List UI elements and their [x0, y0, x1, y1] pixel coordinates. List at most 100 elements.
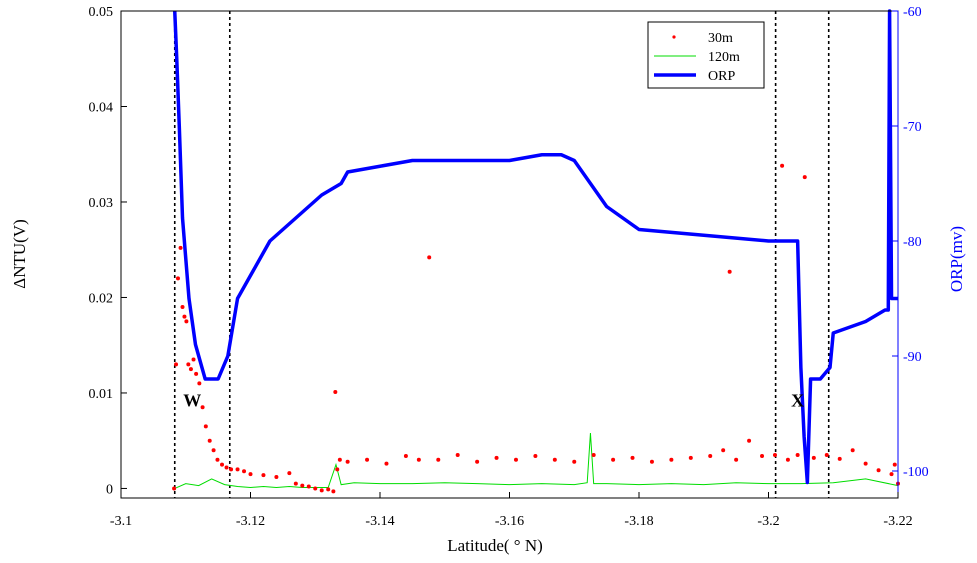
x-axis-ticks: -3.1 -3.12 -3.14 -3.16 -3.18 -3.2 -3.22: [110, 492, 913, 529]
series-30m-point: [335, 467, 340, 472]
series-30m-point: [261, 473, 266, 478]
series-120m-line: [174, 433, 899, 489]
series-30m-point: [326, 487, 331, 492]
series-30m-point: [287, 471, 292, 476]
series-30m-point: [455, 453, 460, 458]
series-30m-point: [184, 319, 189, 324]
series-30m-point: [572, 459, 577, 464]
x-tick-label-5: -3.2: [757, 514, 779, 529]
legend-label-120m: 120m: [708, 50, 740, 65]
series-30m-point: [436, 457, 441, 462]
series-30m-point: [494, 455, 499, 460]
series-30m-point: [802, 175, 807, 180]
y-tick-label-4: 0.04: [89, 100, 114, 115]
series-30m-point: [416, 457, 421, 462]
x-tick-label-2: -3.14: [365, 514, 394, 529]
y2-tick-label-0: -60: [903, 5, 922, 20]
series-30m-point: [649, 459, 654, 464]
series-30m-point: [293, 481, 298, 486]
series-30m-point: [688, 455, 693, 460]
y-axis-ticks: 0 0.01 0.02 0.03 0.04 0.05: [89, 5, 127, 497]
series-30m-point: [863, 461, 868, 466]
series-30m-point: [384, 461, 389, 466]
y2-tick-label-4: -100: [903, 465, 929, 480]
series-30m-point: [188, 367, 193, 372]
y2-tick-label-1: -70: [903, 120, 922, 135]
series-30m-point: [306, 484, 311, 489]
series-30m-point: [734, 457, 739, 462]
y2-tick-label-2: -80: [903, 235, 922, 250]
series-30m-point: [203, 424, 208, 429]
legend-label-orp: ORP: [708, 69, 735, 84]
series-30m-point: [313, 486, 318, 491]
series-30m-point: [365, 457, 370, 462]
series-30m-point: [475, 459, 480, 464]
series-30m-point: [427, 255, 432, 260]
series-30m-point: [191, 357, 196, 362]
series-30m-point: [747, 438, 752, 443]
x-tick-label-0: -3.1: [110, 514, 132, 529]
series-30m-point: [211, 448, 216, 453]
series-30m: [172, 163, 900, 494]
series-30m-point: [220, 462, 225, 467]
series-30m-point: [780, 163, 785, 168]
series-30m-point: [242, 469, 247, 474]
series-30m-point: [850, 448, 855, 453]
series-30m-point: [337, 457, 342, 462]
legend-marker-30m: [672, 35, 676, 39]
series-30m-point: [229, 467, 234, 472]
y2-tick-label-3: -90: [903, 350, 922, 365]
annotation-w: W: [183, 391, 201, 411]
series-30m-point: [207, 438, 212, 443]
series-30m-point: [552, 457, 557, 462]
series-30m-point: [235, 467, 240, 472]
series-30m-point: [876, 468, 881, 473]
series-30m-point: [533, 453, 538, 458]
series-120m: [174, 433, 899, 489]
x-tick-label-6: -3.22: [883, 514, 912, 529]
series-30m-point: [795, 453, 800, 458]
series-30m-point: [333, 390, 338, 395]
series-30m-point: [274, 474, 279, 479]
series-30m-point: [186, 362, 191, 367]
legend-label-30m: 30m: [708, 31, 733, 46]
series-30m-point: [630, 455, 635, 460]
series-30m-point: [611, 457, 616, 462]
series-30m-point: [319, 488, 324, 493]
annotation-x: X: [791, 391, 804, 411]
y-tick-label-0: 0: [106, 482, 113, 497]
series-30m-point: [215, 457, 220, 462]
series-30m-point: [224, 465, 229, 470]
y-tick-label-3: 0.03: [89, 196, 114, 211]
y-axis-label: ΔNTU(V): [10, 219, 29, 288]
series-30m-point: [889, 472, 894, 477]
series-30m-point: [403, 453, 408, 458]
series-30m-point: [300, 483, 305, 488]
y-tick-label-1: 0.01: [89, 387, 114, 402]
series-30m-point: [200, 405, 205, 410]
x-tick-label-3: -3.16: [495, 514, 524, 529]
x-tick-label-4: -3.18: [624, 514, 653, 529]
series-30m-point: [331, 489, 336, 494]
series-30m-point: [180, 305, 185, 310]
y-tick-label-2: 0.02: [89, 291, 114, 306]
series-30m-point: [811, 455, 816, 460]
series-30m-point: [708, 453, 713, 458]
series-30m-point: [669, 457, 674, 462]
y2-axis-label: ORP(mv): [947, 226, 966, 292]
series-orp-line: [172, 9, 898, 485]
series-30m-point: [591, 453, 596, 458]
series-30m-point: [513, 457, 518, 462]
series-30m-point: [345, 459, 350, 464]
series-30m-point: [175, 276, 180, 281]
series-30m-point: [727, 269, 732, 274]
series-30m-point: [248, 472, 253, 477]
x-axis-label: Latitude( ° N): [447, 536, 543, 555]
series-30m-point: [174, 362, 179, 367]
series-30m-point: [178, 245, 183, 250]
legend: 30m 120m ORP: [647, 21, 765, 89]
series-30m-point: [197, 381, 202, 386]
y-tick-label-5: 0.05: [89, 5, 114, 20]
series-30m-point: [892, 462, 897, 467]
